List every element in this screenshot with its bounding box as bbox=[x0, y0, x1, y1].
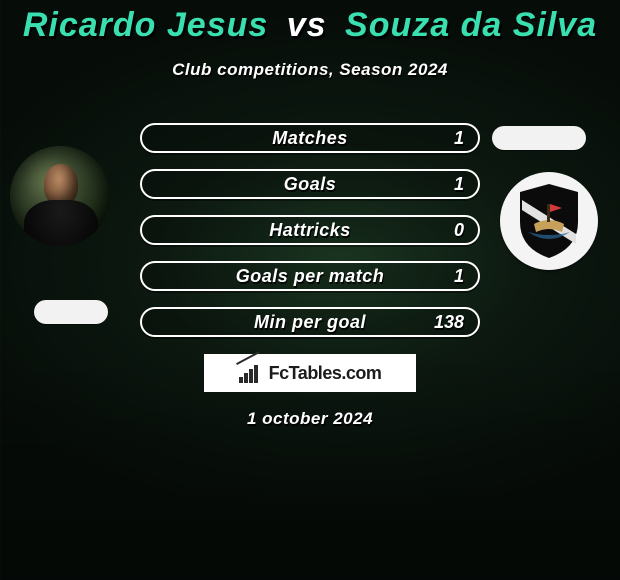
stat-row-goals: Goals 1 bbox=[140, 169, 480, 199]
stat-label: Min per goal bbox=[254, 312, 366, 333]
logo-text-suffix: .com bbox=[341, 363, 381, 383]
fctables-logo: FcTables.com bbox=[204, 354, 416, 392]
stat-value-right: 0 bbox=[454, 217, 464, 243]
stat-row-matches: Matches 1 bbox=[140, 123, 480, 153]
stat-label: Matches bbox=[272, 128, 348, 149]
stat-value-right: 1 bbox=[454, 125, 464, 151]
logo-text-main: FcTables bbox=[269, 363, 342, 383]
comparison-card: Ricardo Jesus vs Souza da Silva Club com… bbox=[0, 0, 620, 580]
stat-label: Hattricks bbox=[269, 220, 351, 241]
stat-row-hattricks: Hattricks 0 bbox=[140, 215, 480, 245]
subtitle: Club competitions, Season 2024 bbox=[0, 60, 620, 80]
vasco-crest-icon bbox=[516, 182, 582, 260]
stat-value-right: 1 bbox=[454, 171, 464, 197]
club-left-badge bbox=[34, 300, 108, 324]
stat-value-right: 138 bbox=[434, 309, 464, 335]
player-left-avatar bbox=[10, 146, 110, 246]
player-right-avatar bbox=[492, 126, 586, 150]
stat-value-right: 1 bbox=[454, 263, 464, 289]
stat-label: Goals bbox=[284, 174, 337, 195]
club-right-badge bbox=[500, 172, 598, 270]
stat-row-min-per-goal: Min per goal 138 bbox=[140, 307, 480, 337]
title-player-right: Souza da Silva bbox=[345, 6, 597, 44]
logo-text: FcTables.com bbox=[269, 363, 382, 384]
stat-row-goals-per-match: Goals per match 1 bbox=[140, 261, 480, 291]
page-title: Ricardo Jesus vs Souza da Silva bbox=[0, 6, 620, 45]
bar-chart-icon bbox=[239, 363, 263, 383]
date-label: 1 october 2024 bbox=[0, 409, 620, 429]
title-vs: vs bbox=[287, 6, 327, 44]
title-player-left: Ricardo Jesus bbox=[23, 6, 268, 44]
stat-label: Goals per match bbox=[236, 266, 385, 287]
